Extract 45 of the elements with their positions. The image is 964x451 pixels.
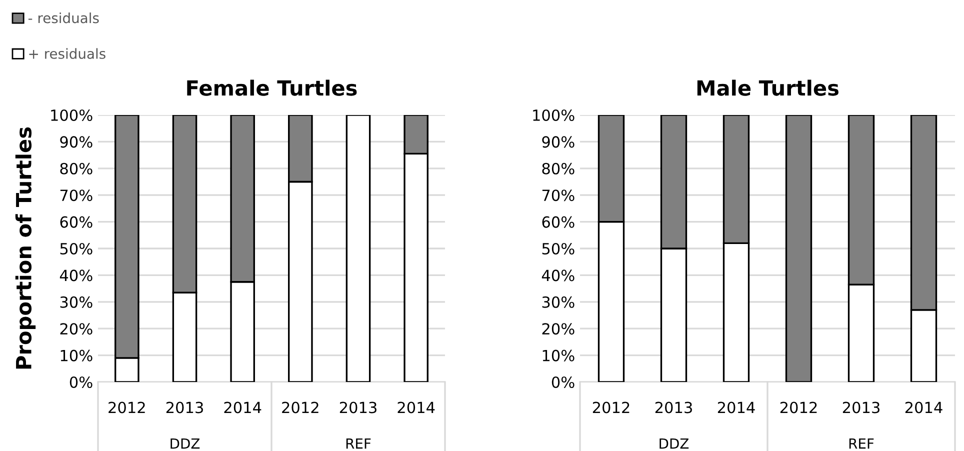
y-tick-label: 50% [542,242,574,255]
text: DDZ [170,438,200,449]
y-tick-label: 30% [542,296,574,308]
text: DDZ [660,438,689,449]
x-tick-label: 2014 [905,402,942,414]
chart-title: Female Turtles [187,80,357,96]
x-tick-label: 2012 [282,402,318,414]
x-tick-label: 2012 [780,402,817,414]
y-tick-label: 20% [60,323,92,335]
x-tick-label: 2013 [166,402,203,414]
y-tick-label: 90% [542,136,574,148]
y-tick-label: 60% [60,216,92,228]
y-tick-label: 80% [542,162,574,174]
text: REF [849,438,874,449]
x-tick-label: 2013 [842,402,880,414]
y-tick-label: 50% [60,242,92,255]
x-tick-label: 2014 [398,402,435,414]
bar [785,115,812,382]
y-tick-label: 20% [542,323,574,335]
y-tick-label: 90% [60,136,92,148]
legend-label: - residuals [28,12,99,24]
y-tick-label: 10% [60,350,92,362]
y-tick-label: 30% [60,296,92,308]
y-tick-label: 70% [542,190,574,202]
x-tick-label: 2013 [340,402,376,414]
y-tick-label: 40% [60,270,92,282]
y-tick-label: 40% [542,270,574,282]
y-tick-label: 0% [552,376,574,388]
y-tick-label: 0% [70,376,92,388]
y-tick-label: 80% [60,162,92,174]
text: REF [346,438,371,449]
chart-title: Male Turtles [697,80,838,96]
x-tick-label: 2012 [592,402,630,414]
y-axis-title: Proportion of Turtles [15,127,36,369]
y-tick-label: 60% [542,216,574,228]
y-tick-label: 70% [60,190,92,202]
y-tick-label: 10% [542,350,574,362]
x-tick-label: 2014 [224,402,262,414]
x-tick-label: 2012 [108,402,145,414]
x-tick-label: 2013 [655,402,692,414]
bar [346,115,371,382]
legend-label: + residuals [29,48,106,59]
y-tick-label: 100% [51,109,92,122]
y-tick-label: 100% [533,109,574,122]
x-tick-label: 2014 [718,402,755,414]
